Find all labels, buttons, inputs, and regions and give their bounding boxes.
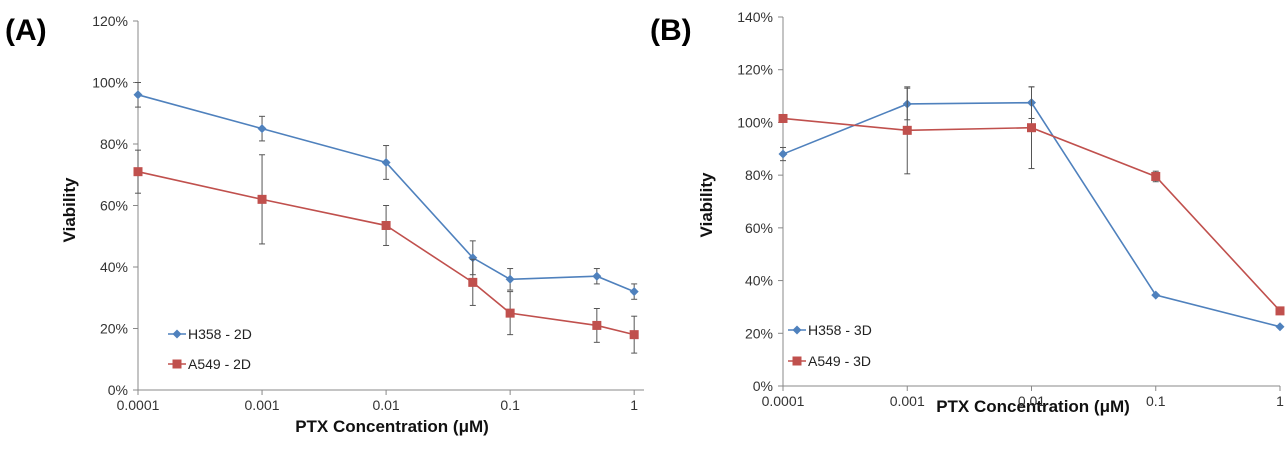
x-tick-label: 0.01	[372, 397, 399, 413]
y-tick-label: 60%	[100, 198, 128, 214]
data-point	[592, 320, 602, 330]
x-tick-label: 0.01	[1018, 393, 1045, 409]
panel-b-x-axis-title: PTX Concentration (μM)	[936, 397, 1130, 416]
x-tick-label: 1	[1276, 393, 1284, 409]
data-point	[1275, 306, 1285, 316]
data-point	[505, 308, 515, 318]
series-a549-3d	[778, 86, 1285, 316]
data-point	[592, 271, 602, 281]
series-a549-2d	[133, 149, 639, 354]
panel-b-label: (B)	[650, 14, 692, 47]
data-point	[629, 287, 639, 297]
x-tick-label: 1	[630, 397, 638, 413]
legend-marker	[792, 325, 802, 335]
data-point	[133, 90, 143, 100]
legend-label: H358 - 3D	[808, 322, 872, 338]
data-point	[1275, 322, 1285, 332]
y-tick-label: 100%	[92, 75, 128, 91]
panel-a-series	[133, 82, 639, 354]
legend-label: A549 - 3D	[808, 353, 871, 369]
x-tick-label: 0.1	[1146, 393, 1166, 409]
data-point	[778, 149, 788, 159]
y-tick-label: 100%	[737, 114, 773, 130]
legend-marker	[792, 356, 802, 366]
legend-label: H358 - 2D	[188, 326, 252, 342]
y-tick-label: 120%	[92, 13, 128, 29]
series-h358-2d	[133, 82, 639, 300]
panel-a-y-axis-title: Viability	[60, 177, 79, 242]
x-tick-label: 0.1	[500, 397, 520, 413]
data-point	[1151, 290, 1161, 300]
x-tick-label: 0.0001	[762, 393, 805, 409]
legend-entry: A549 - 3D	[788, 353, 871, 369]
data-point	[381, 157, 391, 167]
legend-entry: H358 - 2D	[168, 326, 252, 342]
y-tick-label: 60%	[745, 220, 773, 236]
data-point	[505, 274, 515, 284]
panel-b-y-axis-title: Viability	[697, 172, 716, 237]
y-tick-label: 40%	[100, 259, 128, 275]
y-tick-label: 140%	[737, 9, 773, 25]
series-line	[137, 94, 635, 293]
panel-b: (B) Viability PTX Concentration (μM) 0% 2…	[650, 9, 1285, 416]
y-tick-label: 0%	[108, 382, 128, 398]
y-tick-label: 80%	[100, 136, 128, 152]
data-point	[1151, 171, 1161, 181]
panel-a: (A) Viability PTX Concentration (μM) 0% 2…	[5, 13, 644, 436]
data-point	[629, 330, 639, 340]
y-tick-label: 80%	[745, 167, 773, 183]
data-point	[381, 220, 391, 230]
series-line	[137, 170, 635, 336]
legend-entry: H358 - 3D	[788, 322, 872, 338]
y-tick-label: 120%	[737, 62, 773, 78]
y-tick-label: 0%	[753, 378, 773, 394]
data-point	[133, 167, 143, 177]
data-point	[468, 277, 478, 287]
panel-a-x-axis-title: PTX Concentration (μM)	[295, 417, 489, 436]
data-point	[257, 194, 267, 204]
legend-entry: A549 - 2D	[168, 356, 251, 372]
x-tick-label: 0.001	[245, 397, 280, 413]
panel-a-axes: 0% 20% 40% 60% 80% 100% 120% 0.0001 0.001 0.01 0.1…	[92, 13, 644, 413]
legend-marker	[172, 329, 182, 339]
y-tick-label: 20%	[745, 325, 773, 341]
legend-marker	[172, 359, 182, 369]
y-tick-label: 40%	[745, 273, 773, 289]
panel-b-axes: 0% 20% 40% 60% 80% 100% 120% 140% 0.0001 0.001 0.0…	[737, 9, 1284, 409]
x-tick-label: 0.0001	[117, 397, 160, 413]
y-tick-label: 20%	[100, 321, 128, 337]
data-point	[902, 125, 912, 135]
panel-b-series	[778, 86, 1285, 332]
data-point	[778, 113, 788, 123]
panel-a-label: (A)	[5, 14, 47, 47]
legend-label: A549 - 2D	[188, 356, 251, 372]
data-point	[257, 124, 267, 134]
panel-a-legend: H358 - 2D A549 - 2D	[168, 326, 252, 372]
panel-b-legend: H358 - 3D A549 - 3D	[788, 322, 872, 369]
x-tick-label: 0.001	[890, 393, 925, 409]
data-point	[1027, 123, 1036, 133]
data-point	[468, 253, 478, 263]
